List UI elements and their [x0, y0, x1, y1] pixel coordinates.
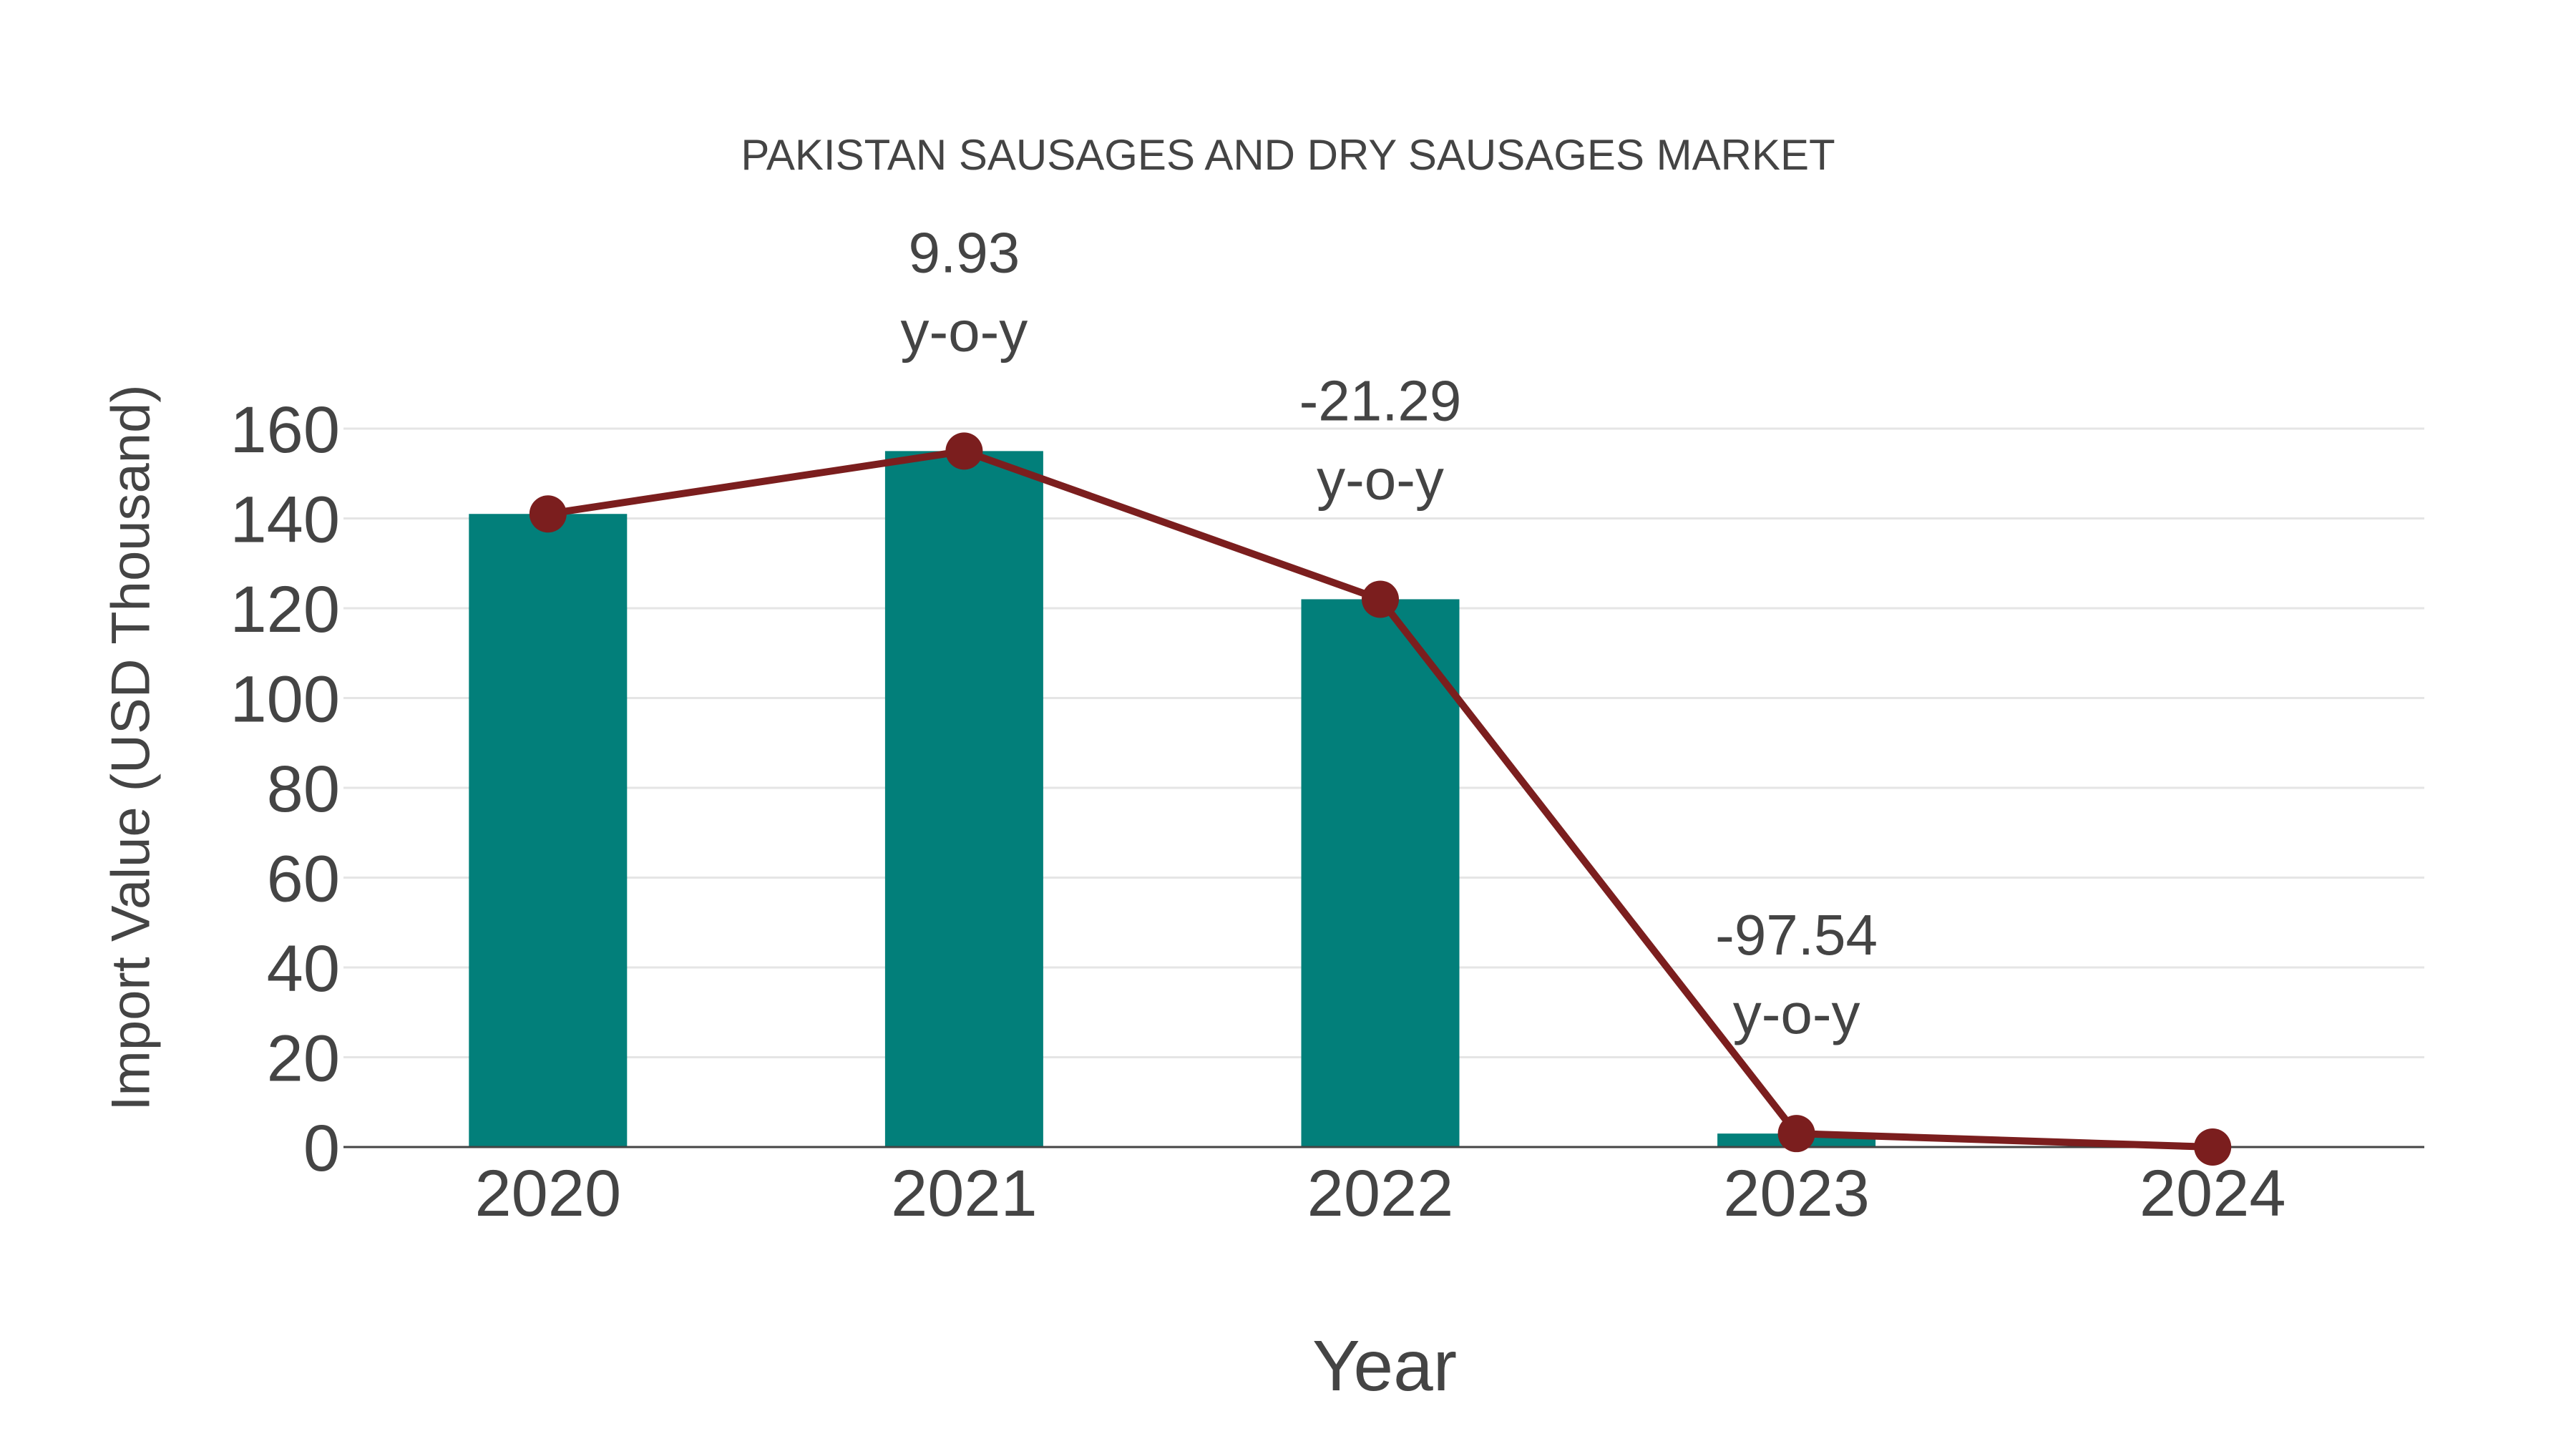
bar-2022	[1301, 599, 1460, 1147]
yoy-label: y-o-y	[1733, 982, 1860, 1045]
x-tick-label: 2022	[1307, 1157, 1454, 1230]
y-tick-label: 60	[267, 843, 340, 916]
trend-marker	[945, 432, 983, 470]
x-axis-ticks: 2020 2021 2022 2023 2024	[474, 1157, 2285, 1230]
y-tick-label: 140	[230, 484, 341, 557]
trend-marker	[1362, 580, 1399, 618]
line-series	[529, 432, 2232, 1166]
bar-2021	[884, 451, 1043, 1147]
trend-marker	[1777, 1115, 1815, 1153]
yoy-value: -97.54	[1715, 903, 1878, 967]
y-tick-label: 40	[267, 932, 340, 1005]
y-axis-ticks: 0 20 40 60 80 100 120 140 160	[230, 394, 341, 1185]
bar-series	[469, 451, 1876, 1147]
y-tick-label: 100	[230, 663, 341, 736]
yoy-value: 9.93	[909, 220, 1020, 284]
y-tick-label: 160	[230, 394, 341, 467]
trend-marker	[529, 495, 567, 533]
yoy-annotations: 9.93 y-o-y -21.29 y-o-y -97.54 y-o-y	[901, 220, 1878, 1045]
chart-title: PAKISTAN SAUSAGES AND DRY SAUSAGES MARKE…	[741, 131, 1835, 179]
x-tick-label: 2023	[1723, 1157, 1870, 1230]
y-tick-label: 80	[267, 753, 340, 826]
x-tick-label: 2021	[891, 1157, 1038, 1230]
x-tick-label: 2020	[474, 1157, 621, 1230]
y-tick-label: 120	[230, 573, 341, 646]
yoy-label: y-o-y	[901, 299, 1028, 363]
y-tick-label: 20	[267, 1023, 340, 1096]
trend-marker	[2194, 1128, 2232, 1166]
x-tick-label: 2024	[2140, 1157, 2286, 1230]
yoy-value: -21.29	[1299, 369, 1462, 432]
bar-2020	[469, 514, 628, 1147]
x-axis-title: Year	[1312, 1326, 1458, 1406]
y-tick-label: 0	[303, 1112, 340, 1185]
yoy-label: y-o-y	[1317, 447, 1444, 511]
